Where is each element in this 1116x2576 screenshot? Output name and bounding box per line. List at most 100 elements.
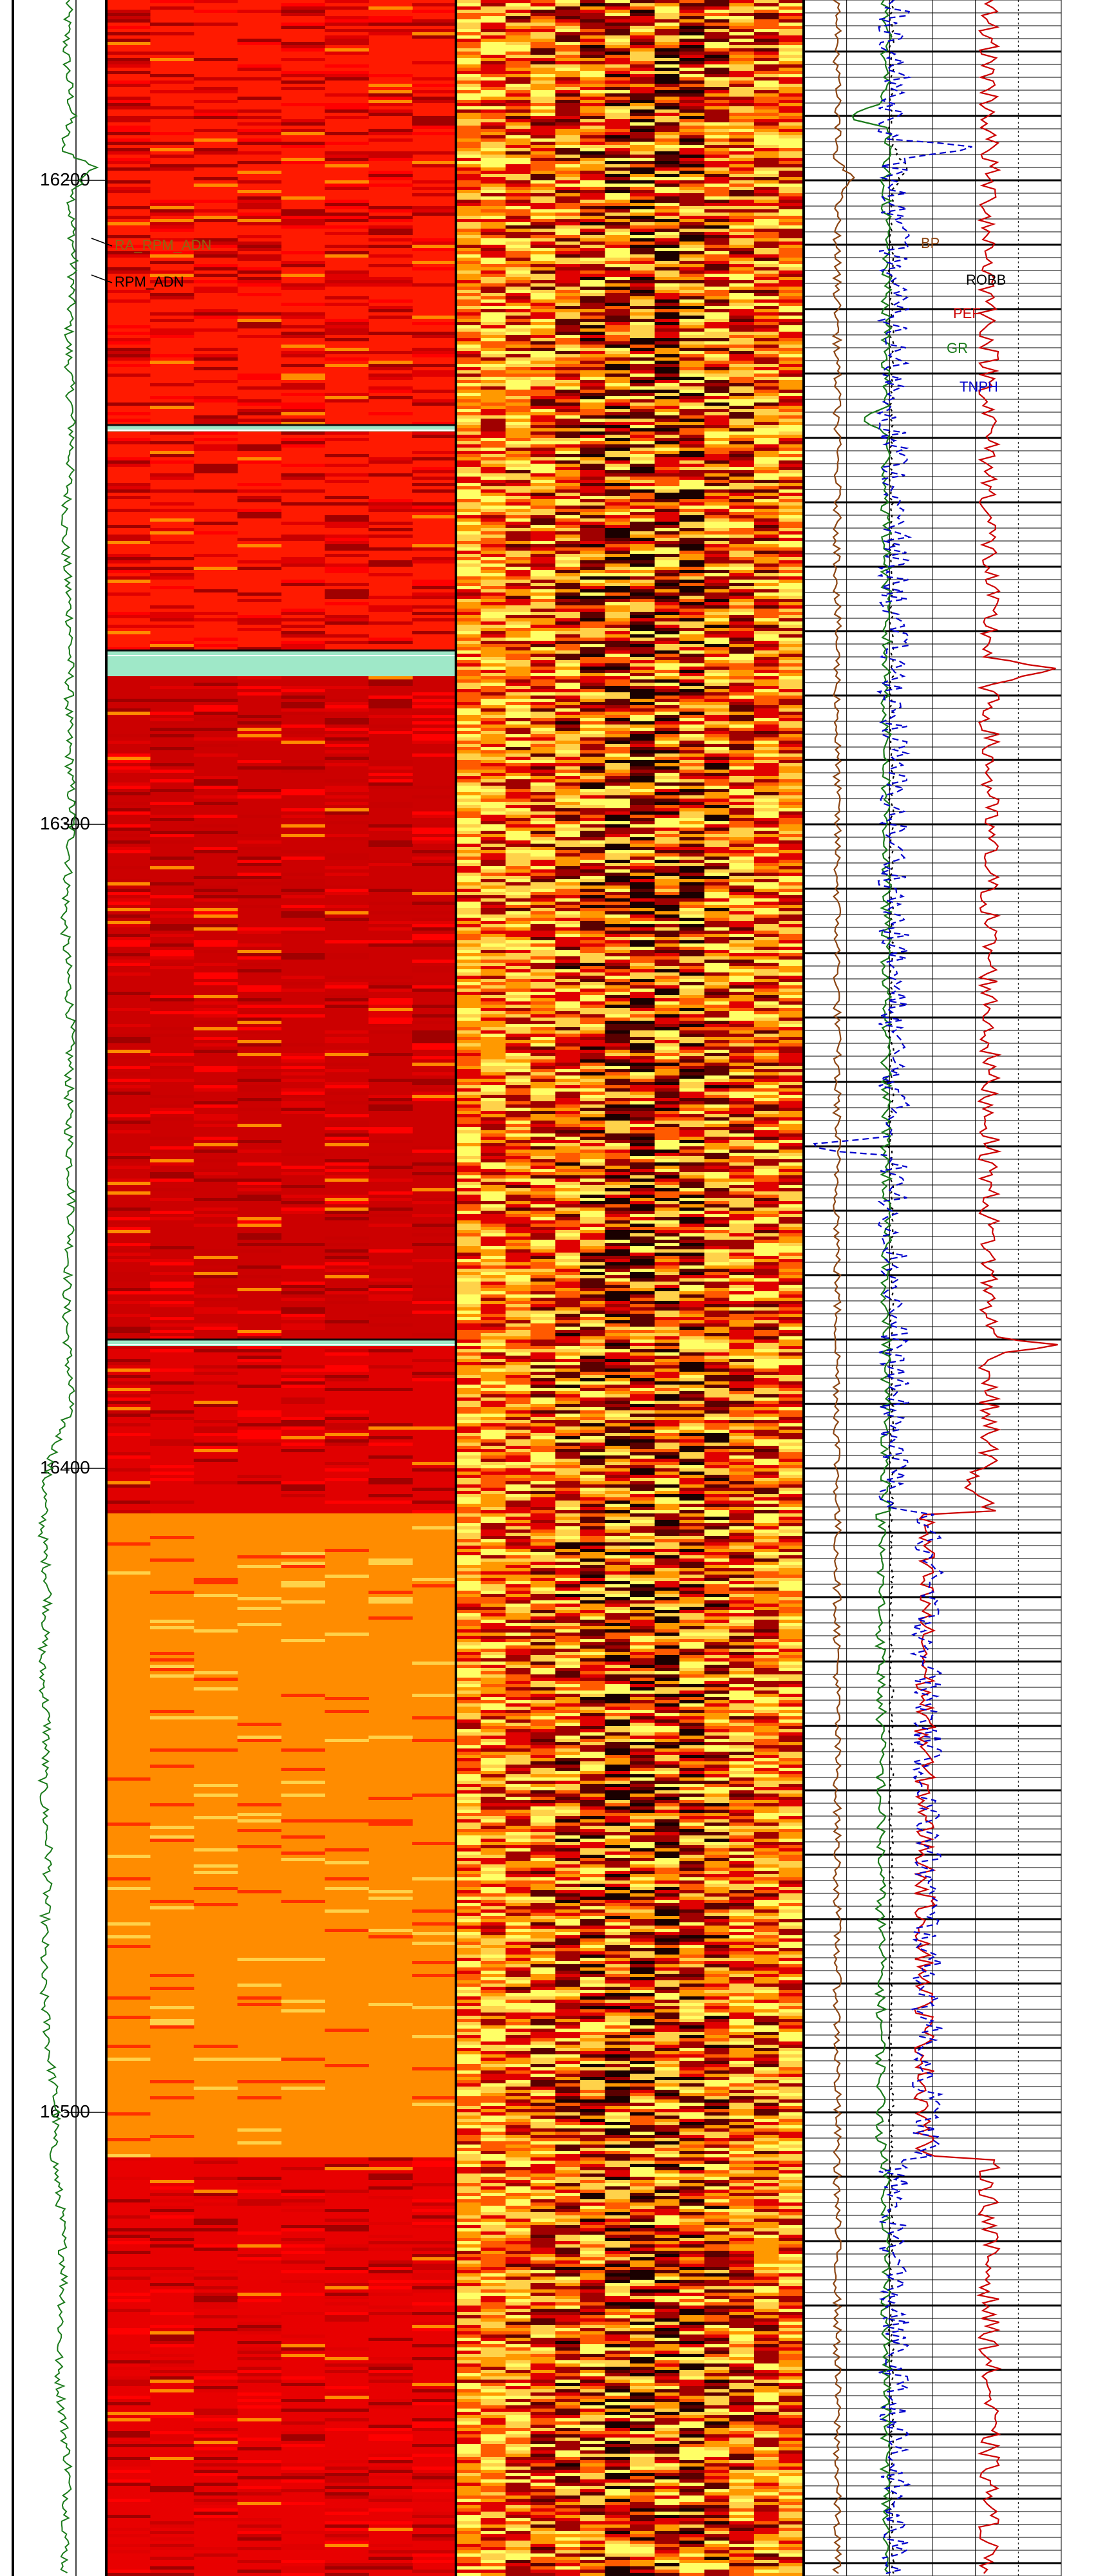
image-pixel [704,557,730,560]
image-pixel [506,155,531,158]
image-pixel [325,892,369,895]
image-pixel [555,374,581,377]
image-pixel [679,264,705,267]
image-pixel [704,155,730,158]
image-pixel [605,122,630,126]
image-pixel [412,1095,457,1098]
image-pixel [654,280,680,283]
image-pixel [325,1352,369,1356]
image-pixel [679,322,705,325]
image-pixel [506,341,531,345]
image-pixel [193,1275,238,1278]
image-pixel [530,299,556,303]
image-pixel [325,911,369,914]
image-pixel [412,90,457,93]
image-pixel [456,377,482,380]
image-pixel [281,557,325,560]
image-pixel [106,32,151,35]
image-pixel [654,325,680,328]
image-pixel [630,235,656,238]
image-pixel [412,1333,457,1336]
image-pixel [237,1243,282,1246]
image-pixel [368,763,413,766]
image-pixel [480,64,506,68]
image-pixel [412,422,457,425]
image-pixel [281,712,325,715]
image-pixel [630,638,656,641]
image-pixel [580,267,606,270]
image-pixel [325,2270,369,2273]
image-pixel [555,238,581,242]
image-pixel [412,1088,457,1092]
image-pixel [530,109,556,113]
image-pixel [704,509,730,512]
image-pixel [580,177,606,180]
image-pixel [580,287,606,290]
image-pixel [325,296,369,299]
image-pixel [654,335,680,338]
image-pixel [753,287,780,290]
image-pixel [605,177,630,180]
image-pixel [149,402,194,406]
image-pixel [630,644,656,647]
image-pixel [729,19,755,23]
image-pixel [530,412,556,415]
image-pixel [679,374,705,377]
image-pixel [368,502,413,506]
image-pixel [580,586,606,589]
image-pixel [729,283,755,287]
image-pixel [480,364,506,367]
image-pixel [149,815,194,818]
image-pixel [149,1839,194,1842]
image-pixel [779,383,804,386]
image-pixel [412,618,457,621]
image-pixel [704,283,730,287]
image-pixel [704,650,730,654]
image-pixel [506,477,531,480]
image-pixel [149,167,194,171]
image-pixel [193,2193,238,2196]
image-pixel [106,419,151,422]
image-pixel [530,332,556,335]
image-pixel [679,477,705,480]
image-pixel [456,119,482,122]
image-pixel [325,2209,369,2212]
image-pixel [149,950,194,953]
image-pixel [779,638,804,641]
image-pixel [193,1578,238,1581]
image-pixel [704,667,730,670]
image-pixel [654,345,680,348]
image-pixel [753,557,780,560]
image-pixel [679,573,705,576]
image-pixel [193,850,238,853]
image-pixel [605,71,630,74]
image-pixel [193,219,238,222]
image-pixel [729,551,755,554]
image-pixel [237,1053,282,1056]
image-pixel [149,763,194,766]
image-pixel [530,100,556,103]
image-pixel [325,564,369,567]
image-pixel [106,106,151,109]
image-pixel [506,80,531,84]
image-pixel [456,621,482,625]
image-pixel [193,1208,238,1211]
image-pixel [480,325,506,328]
image-pixel [605,193,630,196]
image-pixel [281,1111,325,1114]
image-pixel [149,2325,194,2328]
image-pixel [753,283,780,287]
image-pixel [729,325,755,328]
image-pixel [456,431,482,435]
image-pixel [506,132,531,135]
image-pixel [325,328,369,332]
image-pixel [193,2328,238,2331]
image-pixel [729,322,755,325]
image-pixel [325,1633,369,1636]
image-pixel [704,457,730,460]
image-pixel [729,80,755,84]
image-pixel [106,1877,151,1880]
image-pixel [679,280,705,283]
image-pixel [654,235,680,238]
image-pixel [654,483,680,486]
